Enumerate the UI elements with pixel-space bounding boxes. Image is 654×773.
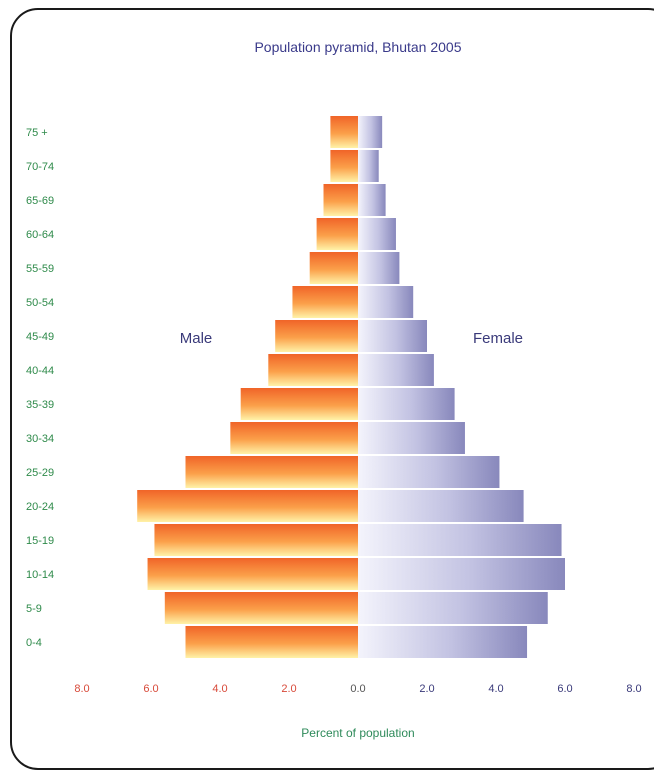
female-bar-30-34 [358, 422, 465, 454]
age-label-50-54: 50-54 [26, 297, 54, 309]
x-tick-label: 8.0 [626, 683, 641, 695]
female-bar-75plus [358, 116, 383, 148]
male-bar-20-24 [137, 490, 358, 522]
age-label-60-64: 60-64 [26, 229, 54, 241]
female-series-label: Female [473, 330, 523, 347]
female-bar-10-14 [358, 558, 565, 590]
female-bar-40-44 [358, 354, 434, 386]
age-label-20-24: 20-24 [26, 501, 54, 513]
male-bar-35-39 [240, 388, 358, 420]
male-bar-5-9 [164, 592, 358, 624]
female-bar-65-69 [358, 184, 386, 216]
x-axis-label: Percent of population [301, 726, 414, 740]
age-label-5-9: 5-9 [26, 603, 42, 615]
age-label-0-4: 0-4 [26, 637, 42, 649]
male-bar-40-44 [268, 354, 358, 386]
age-label-10-14: 10-14 [26, 569, 54, 581]
age-label-45-49: 45-49 [26, 331, 54, 343]
x-tick-label: 4.0 [488, 683, 503, 695]
female-bar-50-54 [358, 286, 414, 318]
male-bar-65-69 [323, 184, 358, 216]
female-bar-70-74 [358, 150, 379, 182]
x-tick-label: 2.0 [281, 683, 296, 695]
male-bar-30-34 [230, 422, 358, 454]
female-bar-25-29 [358, 456, 500, 488]
x-tick-label: 4.0 [212, 683, 227, 695]
chart-title: Population pyramid, Bhutan 2005 [254, 39, 461, 55]
female-bar-60-64 [358, 218, 396, 250]
age-label-25-29: 25-29 [26, 467, 54, 479]
x-tick-label: 6.0 [143, 683, 158, 695]
female-bar-5-9 [358, 592, 548, 624]
female-bar-20-24 [358, 490, 524, 522]
female-bar-15-19 [358, 524, 562, 556]
male-bar-0-4 [185, 626, 358, 658]
age-label-15-19: 15-19 [26, 535, 54, 547]
female-bar-45-49 [358, 320, 427, 352]
bars-layer [137, 116, 565, 658]
male-bar-15-19 [154, 524, 358, 556]
male-series-label: Male [180, 330, 213, 347]
male-bar-45-49 [275, 320, 358, 352]
age-label-65-69: 65-69 [26, 195, 54, 207]
age-label-55-59: 55-59 [26, 263, 54, 275]
age-labels: 0-4 5-9 10-14 15-19 20-24 25-29 30-34 35-39 40-4… [26, 127, 54, 649]
age-label-70-74: 70-74 [26, 161, 54, 173]
male-bar-70-74 [330, 150, 358, 182]
male-bar-10-14 [147, 558, 358, 590]
x-tick-label: 2.0 [419, 683, 434, 695]
female-bar-0-4 [358, 626, 528, 658]
age-label-75plus: 75 + [26, 127, 48, 139]
age-label-40-44: 40-44 [26, 365, 54, 377]
male-bar-50-54 [292, 286, 358, 318]
male-bar-25-29 [185, 456, 358, 488]
male-bar-75plus [330, 116, 358, 148]
male-bar-60-64 [316, 218, 358, 250]
x-tick-label: 8.0 [74, 683, 89, 695]
female-bar-35-39 [358, 388, 455, 420]
age-label-35-39: 35-39 [26, 399, 54, 411]
age-label-30-34: 30-34 [26, 433, 54, 445]
male-bar-55-59 [309, 252, 358, 284]
female-bar-55-59 [358, 252, 400, 284]
x-axis-ticks: 8.0 6.0 4.0 2.0 0.0 2.0 4.0 6.0 8.0 [74, 683, 641, 695]
x-tick-label: 6.0 [557, 683, 572, 695]
x-tick-label: 0.0 [350, 683, 365, 695]
